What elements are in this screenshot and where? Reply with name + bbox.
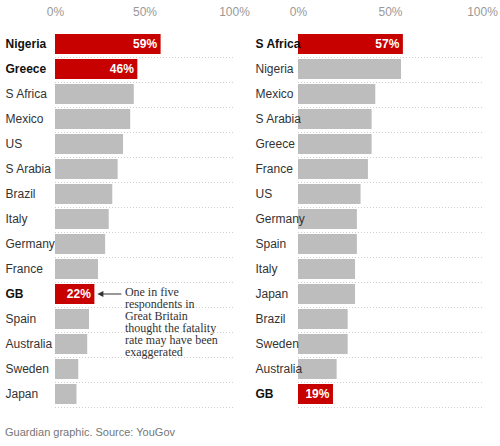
svg-text:50%: 50% (378, 5, 402, 19)
svg-text:Sweden: Sweden (256, 337, 299, 351)
html-text:Guardian graphic. Source: YouG: Guardian graphic. Source: YouGov (5, 426, 175, 438)
svg-text:Greece: Greece (256, 137, 296, 151)
svg-text:S Africa: S Africa (256, 37, 301, 51)
svg-text:GB: GB (6, 287, 24, 301)
svg-text:22%: 22% (67, 287, 91, 301)
svg-text:Japan: Japan (256, 287, 289, 301)
svg-text:S Africa: S Africa (6, 87, 48, 101)
svg-text:Brazil: Brazil (256, 312, 286, 326)
svg-text:One in fiverespondents inGreat: One in fiverespondents inGreat Britainth… (125, 285, 218, 359)
svg-text:Brazil: Brazil (6, 187, 36, 201)
svg-text:Mexico: Mexico (256, 87, 294, 101)
svg-text:GB: GB (256, 387, 274, 401)
svg-text:Sweden: Sweden (6, 362, 49, 376)
svg-text:100%: 100% (219, 5, 250, 19)
svg-text:Germany: Germany (256, 212, 305, 226)
svg-text:Nigeria: Nigeria (6, 37, 47, 51)
svg-text:Italy: Italy (6, 212, 28, 226)
svg-text:100%: 100% (467, 5, 498, 19)
svg-text:US: US (6, 137, 23, 151)
svg-text:Spain: Spain (256, 237, 287, 251)
svg-text:59%: 59% (133, 37, 157, 51)
svg-text:50%: 50% (133, 5, 157, 19)
svg-text:S Arabia: S Arabia (256, 112, 302, 126)
svg-text:Australia: Australia (6, 337, 53, 351)
svg-text:Greece: Greece (6, 62, 47, 76)
svg-text:France: France (256, 162, 294, 176)
svg-text:0%: 0% (47, 5, 65, 19)
svg-text:Nigeria: Nigeria (256, 62, 294, 76)
svg-text:0%: 0% (290, 5, 308, 19)
svg-text:Spain: Spain (6, 312, 37, 326)
svg-text:Japan: Japan (6, 387, 39, 401)
svg-text:57%: 57% (375, 37, 399, 51)
svg-text:France: France (6, 262, 44, 276)
svg-text:S Arabia: S Arabia (6, 162, 52, 176)
svg-text:Mexico: Mexico (6, 112, 44, 126)
svg-text:Italy: Italy (256, 262, 278, 276)
svg-text:46%: 46% (110, 62, 134, 76)
svg-text:19%: 19% (305, 387, 329, 401)
svg-text:US: US (256, 187, 273, 201)
svg-text:Germany: Germany (6, 237, 55, 251)
svg-text:Australia: Australia (256, 362, 303, 376)
